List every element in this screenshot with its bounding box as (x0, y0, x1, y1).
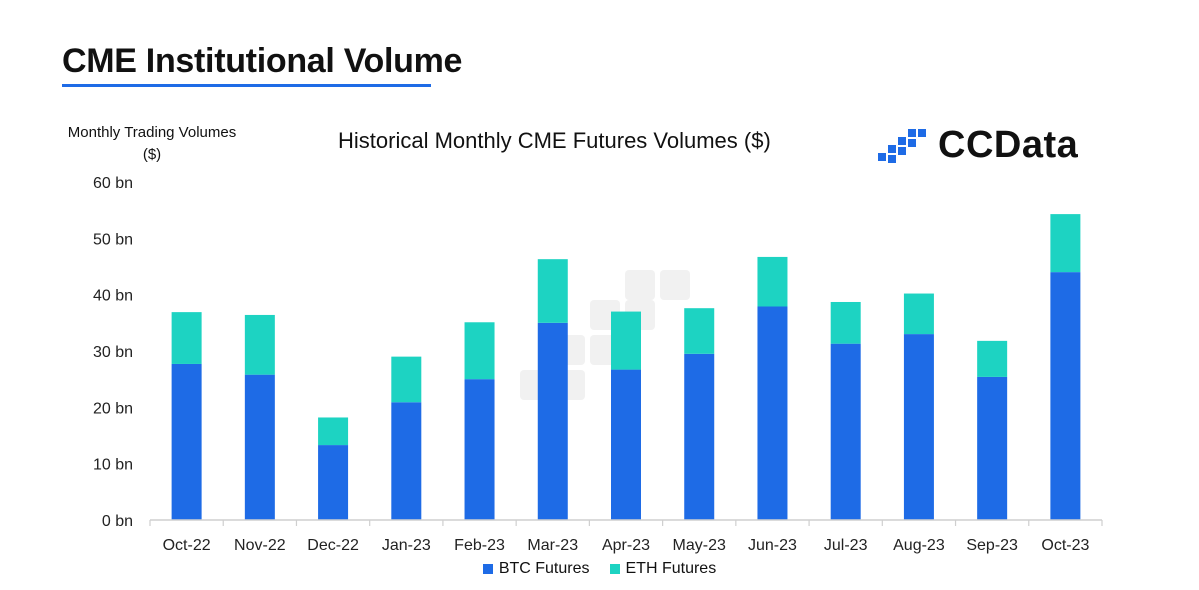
bar-btc (244, 374, 275, 520)
y-axis: 0 bn 10 bn 20 bn 30 bn 40 bn 50 bn 60 bn (93, 175, 133, 530)
x-tick-label: Nov-22 (234, 537, 286, 554)
x-axis: Oct-22 Nov-22 Dec-22 Jan-23 Feb-23 Mar-23 Apr-… (149, 519, 1103, 554)
legend-label-btc: BTC Futures (498, 560, 590, 577)
legend-swatch-btc (482, 564, 493, 574)
ccdata-logo-icon (878, 128, 926, 163)
x-tick-label: Jan-23 (382, 537, 431, 554)
bar-eth (977, 340, 1008, 377)
bar-eth (903, 293, 934, 335)
legend: BTC Futures ETH Futures (0, 560, 1199, 578)
bar-eth (171, 312, 202, 364)
legend-item-eth: ETH Futures (609, 560, 717, 578)
bar-btc (391, 402, 422, 520)
bar-btc (464, 379, 495, 520)
brand-name: CCData (938, 124, 1079, 166)
bar-btc (684, 353, 715, 520)
y-tick-label: 50 bn (93, 231, 133, 248)
bar-btc (318, 445, 349, 520)
y-axis-title: Monthly Trading Volumes ($) (67, 124, 237, 163)
bar-eth (318, 417, 349, 446)
bar-btc (611, 369, 641, 520)
x-tick-label: Jun-23 (748, 537, 797, 554)
legend-swatch-eth (609, 564, 620, 574)
y-tick-label: 0 bn (102, 513, 133, 530)
watermark-block (625, 270, 655, 300)
bar-btc (537, 322, 568, 520)
bars (171, 214, 1081, 520)
y-tick-label: 60 bn (93, 175, 133, 192)
bar-eth (684, 308, 715, 354)
x-tick-label: Oct-22 (163, 537, 211, 554)
page-title: CME Institutional Volume (62, 42, 463, 80)
bar-btc (903, 334, 934, 520)
bar-eth (391, 356, 422, 403)
legend-label-eth: ETH Futures (625, 560, 717, 577)
y-tick-label: 10 bn (93, 457, 133, 474)
bar-eth (244, 314, 275, 375)
bar-btc (171, 363, 202, 520)
bar-eth (464, 322, 495, 380)
x-tick-label: May-23 (673, 537, 726, 554)
x-tick-label: Dec-22 (307, 537, 359, 554)
x-tick-label: Sep-23 (966, 537, 1018, 554)
x-tick-label: Jul-23 (824, 537, 868, 554)
y-tick-label: 20 bn (93, 400, 133, 417)
x-tick-label: Apr-23 (602, 537, 650, 554)
bar-btc (1050, 272, 1081, 520)
bar-eth (1050, 214, 1081, 273)
chart-title: Historical Monthly CME Futures Volumes (… (338, 128, 771, 153)
bar-btc (830, 343, 861, 520)
bar-btc (757, 306, 788, 520)
y-tick-label: 40 bn (93, 288, 133, 305)
x-tick-label: Mar-23 (527, 537, 578, 554)
bar-eth (757, 256, 788, 307)
y-tick-label: 30 bn (93, 344, 133, 361)
x-tick-label: Aug-23 (893, 537, 945, 554)
bar-eth (611, 311, 641, 370)
title-underline (62, 84, 431, 87)
brand-logo: CCData (876, 124, 1078, 167)
x-tick-label: Oct-23 (1041, 537, 1089, 554)
bar-eth (537, 259, 568, 323)
bar-eth (830, 301, 861, 344)
x-tick-label: Feb-23 (454, 537, 505, 554)
legend-item-btc: BTC Futures (482, 560, 590, 578)
chart: 0 bn 10 bn 20 bn 30 bn 40 bn 50 bn 60 bn Oct-2… (93, 175, 1103, 554)
watermark-block (660, 270, 690, 300)
bar-btc (977, 376, 1008, 520)
